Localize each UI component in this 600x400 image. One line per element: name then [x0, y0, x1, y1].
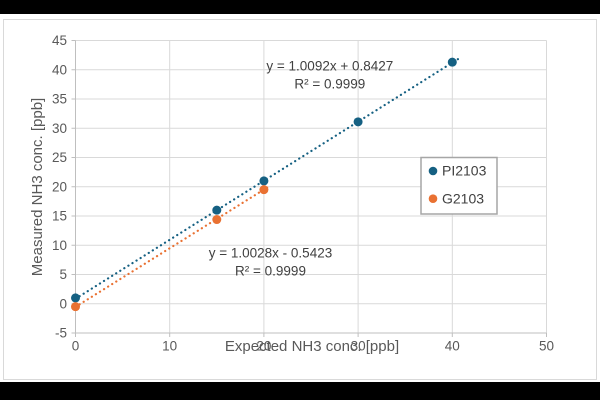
y-tick-label: 0: [59, 296, 67, 311]
tick-labels: 0 10 20 30 40 50 -5 0 5 10 15 20 25 30 35 40 45: [52, 33, 554, 354]
y-tick-label: 5: [59, 267, 67, 282]
legend-marker-G2103: [428, 194, 438, 203]
trendline-PI2103: [74, 56, 462, 300]
trendline-equation-PI2103: y = 1.0092x + 0.8427 R² = 0.9999: [266, 59, 393, 92]
y-tick-label: -5: [55, 326, 67, 341]
trendline-equation-G2103: y = 1.0028x - 0.5423 R² = 0.9999: [209, 245, 332, 278]
x-tick-label: 0: [72, 339, 80, 354]
data-point-G2103: [212, 215, 222, 225]
series-PI2103: [71, 57, 457, 303]
y-axis-title: Measured NH3 conc. [ppb]: [29, 97, 46, 277]
legend: PI2103 G2103: [420, 156, 498, 215]
y-tick-label: 15: [52, 209, 67, 224]
data-point-PI2103: [212, 205, 222, 215]
data-point-PI2103: [71, 293, 80, 303]
y-tick-label: 10: [52, 238, 67, 253]
legend-item-G2103: G2103: [428, 190, 484, 206]
y-tick-label: 30: [52, 121, 67, 136]
chart-border: [3, 19, 597, 380]
legend-label-G2103: G2103: [442, 190, 484, 206]
x-tick-label: 20: [256, 339, 271, 354]
y-tick-label: 25: [52, 150, 67, 165]
y-tick-label: 40: [52, 62, 67, 77]
legend-label-PI2103: PI2103: [442, 163, 487, 179]
y-tick-label: 20: [52, 179, 67, 194]
x-tick-label: 30: [351, 339, 366, 354]
y-tick-label: 35: [52, 92, 67, 107]
data-point-G2103: [71, 302, 80, 312]
data-point-PI2103: [447, 57, 457, 67]
data-point-PI2103: [353, 117, 363, 127]
series-G2103: [71, 185, 269, 312]
x-tick-label: 10: [162, 339, 177, 354]
axes: [71, 40, 547, 337]
x-tick-label: 40: [445, 339, 460, 354]
legend-item-PI2103: PI2103: [428, 163, 487, 179]
y-tick-label: 45: [52, 33, 67, 48]
image-background: [0, 14, 600, 382]
legend-marker-PI2103: [428, 166, 438, 176]
trendline-G2103: [74, 184, 272, 309]
data-point-PI2103: [259, 176, 269, 186]
x-tick-label: 50: [539, 339, 554, 354]
data-point-G2103: [259, 185, 269, 195]
x-axis-title: Expected NH3 conc. [ppb]: [224, 338, 400, 355]
